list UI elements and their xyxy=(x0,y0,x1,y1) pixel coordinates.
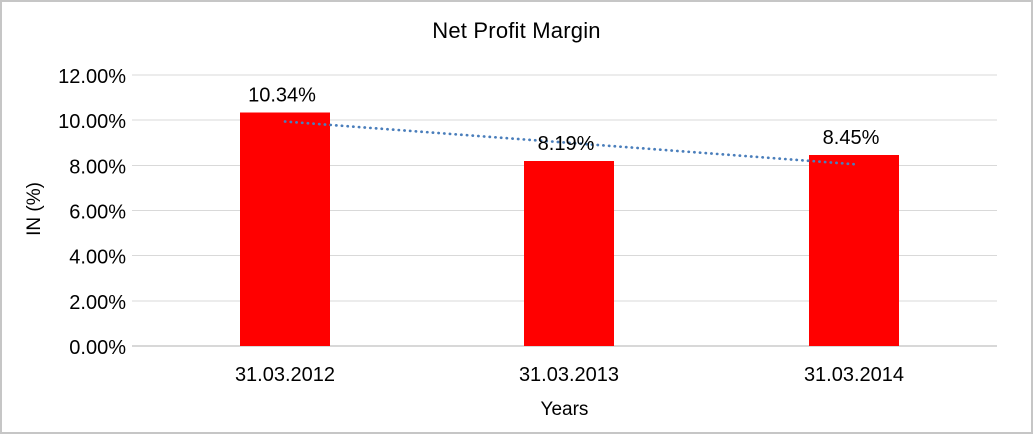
x-tick-label: 31.03.2013 xyxy=(519,364,619,386)
y-tick-label: 2.00% xyxy=(69,292,126,314)
y-tick-label: 6.00% xyxy=(69,202,126,224)
bar-data-label: 10.34% xyxy=(248,84,316,106)
y-tick-labels-group: 0.00% 2.00% 4.00% 6.00% 8.00% 10.00% 12.00% xyxy=(58,66,126,359)
bar-data-label: 8.45% xyxy=(823,127,880,149)
y-tick-label: 12.00% xyxy=(58,66,126,88)
bar xyxy=(809,155,899,346)
y-tick-label: 4.00% xyxy=(69,247,126,269)
bar xyxy=(524,161,614,346)
trendline-group xyxy=(283,120,856,166)
chart-title: Net Profit Margin xyxy=(432,18,601,43)
bar xyxy=(240,112,330,346)
bar-data-label: 8.19% xyxy=(538,133,595,155)
x-axis-title: Years xyxy=(540,399,589,420)
y-tick-label: 10.00% xyxy=(58,111,126,133)
trendline xyxy=(283,120,856,166)
y-axis-title: IN (%) xyxy=(24,182,45,236)
x-tick-label: 31.03.2014 xyxy=(804,364,904,386)
data-labels-group: 10.34% 8.19% 8.45% xyxy=(248,84,879,155)
y-tick-label: 0.00% xyxy=(69,337,126,359)
y-tick-label: 8.00% xyxy=(69,156,126,178)
x-tick-label: 31.03.2012 xyxy=(235,364,335,386)
x-tick-labels-group: 31.03.2012 31.03.2013 31.03.2014 xyxy=(235,364,904,386)
bars-group xyxy=(240,112,899,346)
